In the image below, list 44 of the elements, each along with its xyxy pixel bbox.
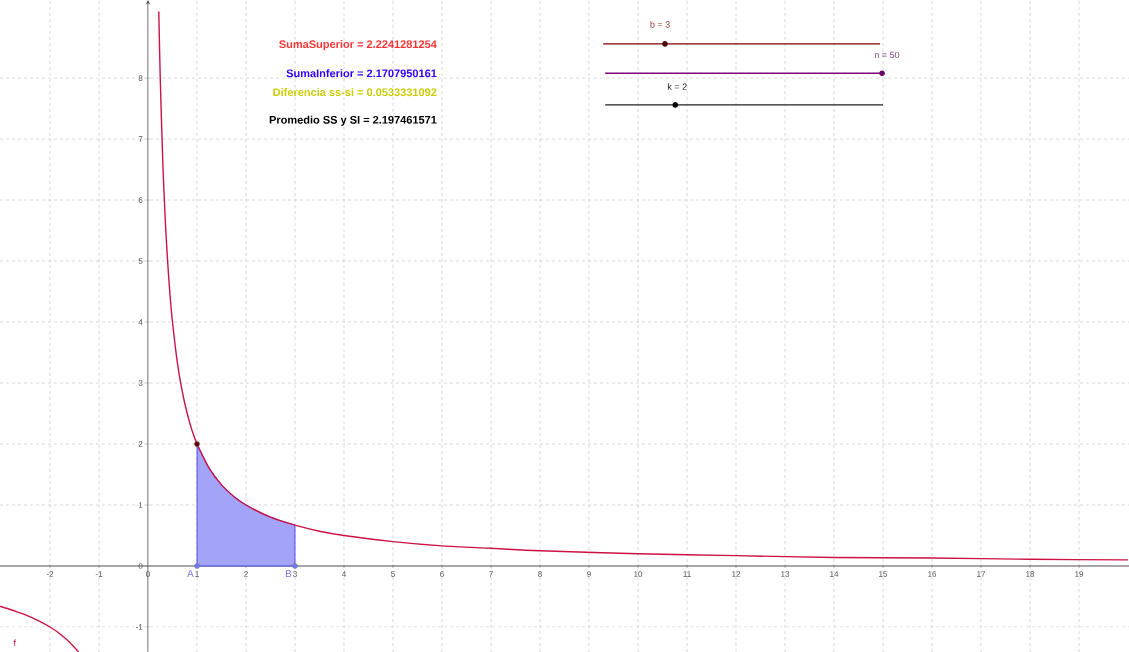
x-tick-label: 18	[1026, 571, 1035, 577]
x-tick-label: 9	[587, 571, 591, 577]
y-tick-label: 0	[138, 563, 143, 569]
x-tick-label: 14	[830, 571, 839, 577]
y-tick-label: 8	[138, 75, 143, 81]
annotation: b = 3	[650, 21, 670, 28]
x-tick-label: -1	[95, 571, 103, 577]
annotation: n = 50	[874, 51, 900, 59]
x-tick-label: 4	[341, 571, 346, 577]
y-tick-label: 7	[138, 136, 143, 142]
line-series	[158, 10, 1129, 561]
x-tick-label: 15	[879, 571, 888, 577]
annotation: A	[187, 570, 194, 578]
x-tick-label: 5	[391, 571, 395, 577]
annotation: SumaSuperior = 2.2241281254	[279, 40, 437, 51]
x-tick-label: 7	[489, 571, 493, 577]
x-tick-label: 11	[683, 571, 691, 577]
line-series	[0, 605, 80, 652]
annotation: B	[285, 570, 292, 578]
x-tick-label: 16	[928, 571, 937, 577]
x-tick-label: 6	[440, 571, 444, 577]
y-tick-label: 1	[138, 502, 143, 508]
x-tick-label: 12	[732, 571, 741, 577]
y-tick-label: 2	[138, 441, 143, 447]
x-tick-label: 2	[244, 571, 248, 577]
x-tick-label: 13	[781, 571, 790, 577]
x-tick-label: 0	[146, 571, 150, 577]
y-tick-label: 3	[138, 380, 143, 386]
x-tick-label: 17	[977, 571, 986, 577]
annotation: f	[13, 639, 16, 647]
x-tick-label: 1	[195, 571, 199, 577]
annotation: SumaInferior = 2.1707950161	[286, 69, 437, 78]
x-tick-label: 3	[293, 571, 297, 577]
y-tick-label: -1	[136, 624, 143, 630]
y-tick-label: 5	[138, 258, 143, 264]
annotation: Diferencia ss-si = 0.0533331092	[273, 88, 437, 97]
x-tick-label: -2	[46, 571, 54, 577]
x-tick-label: 10	[634, 571, 643, 577]
y-tick-label: 6	[138, 197, 143, 203]
x-tick-label: 19	[1075, 571, 1084, 577]
annotation: k = 2	[667, 83, 687, 90]
x-tick-label: 8	[538, 571, 542, 577]
annotation: Promedio SS y SI = 2.197461571	[269, 115, 437, 126]
y-tick-label: 4	[138, 319, 143, 325]
